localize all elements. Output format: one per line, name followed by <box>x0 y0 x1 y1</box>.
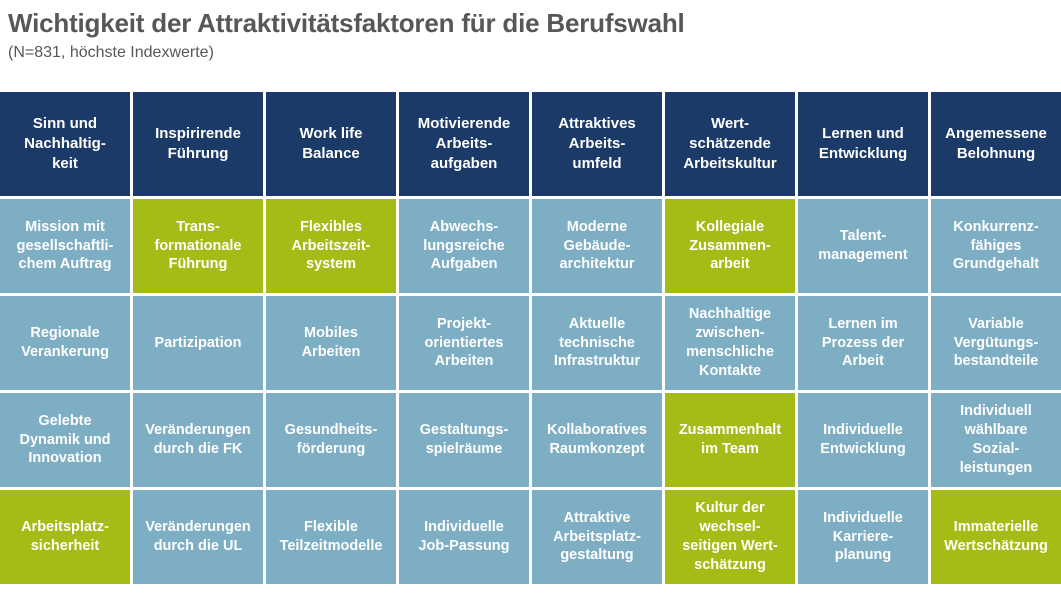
table-cell: Mission mit gesellschaftli- chem Auftrag <box>0 199 130 293</box>
table-cell: Veränderungen durch die UL <box>133 490 263 584</box>
table-cell: Kultur der wechsel- seitigen Wert- schät… <box>665 490 795 584</box>
table-cell: Flexibles Arbeitszeit- system <box>266 199 396 293</box>
table-cell: Individuelle Karriere- planung <box>798 490 928 584</box>
table-cell: Attraktive Arbeitsplatz- gestaltung <box>532 490 662 584</box>
page-subtitle: (N=831, höchste Indexwerte) <box>8 43 214 61</box>
table-cell: Veränderungen durch die FK <box>133 393 263 487</box>
factors-table: Sinn und Nachhaltig- keit Inspirirende F… <box>0 92 1061 584</box>
table-cell: Talent- management <box>798 199 928 293</box>
table-cell: Individuelle Job-Passung <box>399 490 529 584</box>
table-cell: Gelebte Dynamik und Innovation <box>0 393 130 487</box>
column-header-angemessene-belohnung: Angemessene Belohnung <box>931 92 1061 196</box>
column-header-inspirirende-fuehrung: Inspirirende Führung <box>133 92 263 196</box>
title-block: Wichtigkeit der Attraktivitätsfaktoren f… <box>0 0 1061 62</box>
column-header-lernen-und-entwicklung: Lernen und Entwicklung <box>798 92 928 196</box>
table-cell: Zusammenhalt im Team <box>665 393 795 487</box>
table-cell: Gestaltungs- spielräume <box>399 393 529 487</box>
table-cell: Individuell wählbare Sozial- leistungen <box>931 393 1061 487</box>
table-cell: Aktuelle technische Infrastruktur <box>532 296 662 390</box>
table-cell: Individuelle Entwicklung <box>798 393 928 487</box>
table-cell: Flexible Teilzeitmodelle <box>266 490 396 584</box>
table-cell: Lernen im Prozess der Arbeit <box>798 296 928 390</box>
column-header-wertschaetzende-arbeitskultur: Wert- schätzende Arbeitskultur <box>665 92 795 196</box>
table-cell: Abwechs- lungsreiche Aufgaben <box>399 199 529 293</box>
column-header-attraktives-arbeitsumfeld: Attraktives Arbeits- umfeld <box>532 92 662 196</box>
table-cell: Projekt- orientiertes Arbeiten <box>399 296 529 390</box>
table-cell: Nachhaltige zwischen- menschliche Kontak… <box>665 296 795 390</box>
table-cell: Variable Vergütungs- bestandteile <box>931 296 1061 390</box>
table-cell: Kollaboratives Raumkonzept <box>532 393 662 487</box>
table-cell: Immaterielle Wertschätzung <box>931 490 1061 584</box>
column-header-sinn-und-nachhaltigkeit: Sinn und Nachhaltig- keit <box>0 92 130 196</box>
table-cell: Partizipation <box>133 296 263 390</box>
table-cell: Gesundheits- förderung <box>266 393 396 487</box>
table-cell: Regionale Verankerung <box>0 296 130 390</box>
column-header-motivierende-arbeitsaufgaben: Motivierende Arbeits- aufgaben <box>399 92 529 196</box>
table-cell: Kollegiale Zusammen- arbeit <box>665 199 795 293</box>
table-cell: Arbeitsplatz- sicherheit <box>0 490 130 584</box>
page-title: Wichtigkeit der Attraktivitätsfaktoren f… <box>8 8 685 38</box>
table-cell: Mobiles Arbeiten <box>266 296 396 390</box>
column-header-work-life-balance: Work life Balance <box>266 92 396 196</box>
table-cell: Moderne Gebäude- architektur <box>532 199 662 293</box>
table-cell: Konkurrenz- fähiges Grundgehalt <box>931 199 1061 293</box>
table-cell: Trans- formationale Führung <box>133 199 263 293</box>
